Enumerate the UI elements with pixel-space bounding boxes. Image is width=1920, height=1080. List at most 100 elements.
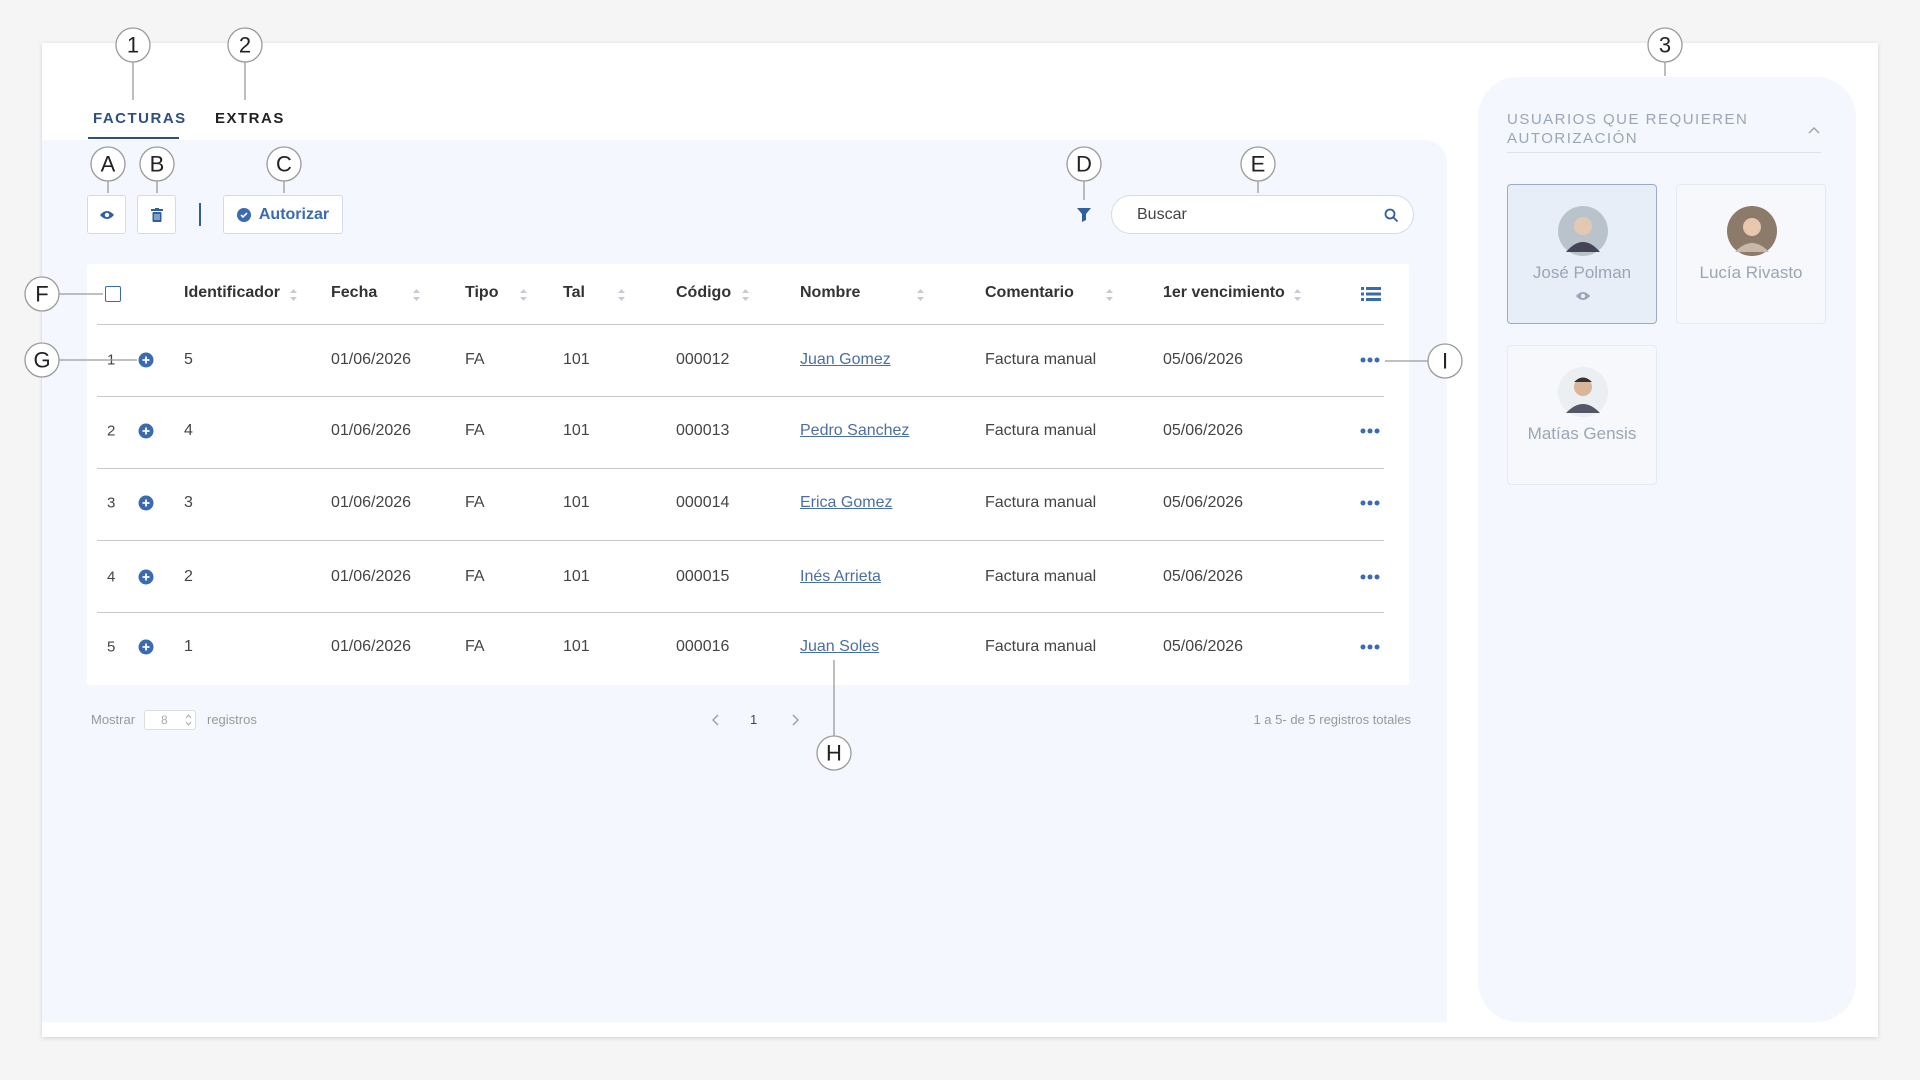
sort-icon[interactable] bbox=[1105, 288, 1114, 302]
cell: 3 bbox=[184, 494, 193, 511]
cell: 101 bbox=[563, 422, 590, 439]
row-menu-button[interactable] bbox=[1360, 428, 1380, 434]
row-rule bbox=[97, 612, 1384, 613]
user-card[interactable]: Matías Gensis bbox=[1507, 345, 1657, 485]
current-page[interactable]: 1 bbox=[750, 712, 758, 727]
select-all-checkbox[interactable] bbox=[105, 286, 121, 302]
row-menu-button[interactable] bbox=[1360, 644, 1380, 650]
cell: 01/06/2026 bbox=[331, 494, 412, 511]
user-name: Matías Gensis bbox=[1527, 424, 1637, 443]
cell: 01/06/2026 bbox=[331, 351, 412, 368]
filter-button[interactable] bbox=[1076, 206, 1092, 223]
column-header[interactable]: Nombre bbox=[800, 284, 861, 301]
records-summary: 1 a 5- de 5 registros totales bbox=[1253, 712, 1411, 727]
cell: Factura manual bbox=[985, 638, 1097, 655]
collapse-button[interactable] bbox=[1808, 126, 1820, 134]
check-icon bbox=[236, 207, 251, 222]
row-number: 4 bbox=[107, 568, 116, 586]
cell: 101 bbox=[563, 494, 590, 511]
user-card[interactable]: Lucía Rivasto bbox=[1676, 184, 1826, 324]
column-header[interactable]: Tal bbox=[563, 284, 585, 301]
tab-underline bbox=[88, 137, 179, 139]
cell: 05/06/2026 bbox=[1163, 422, 1244, 439]
cell: 000015 bbox=[676, 568, 730, 585]
cell: Factura manual bbox=[985, 422, 1097, 439]
eye-icon bbox=[1576, 292, 1590, 300]
row-rule bbox=[97, 540, 1384, 541]
header-rule bbox=[97, 324, 1384, 325]
name-link[interactable]: Erica Gomez bbox=[800, 494, 893, 511]
sort-icon[interactable] bbox=[741, 288, 750, 302]
name-link[interactable]: Juan Soles bbox=[800, 638, 880, 655]
sort-icon[interactable] bbox=[289, 288, 298, 302]
sort-icon[interactable] bbox=[617, 288, 626, 302]
expand-button[interactable] bbox=[138, 569, 154, 585]
column-list-button[interactable] bbox=[1361, 286, 1381, 302]
cell: 1 bbox=[184, 638, 193, 655]
cell: FA bbox=[465, 638, 485, 655]
name-link[interactable]: Juan Gomez bbox=[800, 351, 891, 368]
next-page-button[interactable] bbox=[791, 714, 799, 726]
cell: 4 bbox=[184, 422, 193, 439]
cell: 05/06/2026 bbox=[1163, 638, 1244, 655]
column-header[interactable]: Tipo bbox=[465, 284, 499, 301]
expand-button[interactable] bbox=[138, 639, 154, 655]
table-card bbox=[87, 264, 1409, 685]
row-number: 3 bbox=[107, 494, 116, 512]
view-button[interactable] bbox=[87, 195, 126, 234]
delete-button[interactable] bbox=[137, 195, 176, 234]
authorize-button[interactable]: Autorizar bbox=[223, 195, 343, 234]
show-label: Mostrar bbox=[91, 712, 136, 727]
column-header[interactable]: Fecha bbox=[331, 284, 378, 301]
row-menu-button[interactable] bbox=[1360, 357, 1380, 363]
column-header[interactable]: 1er vencimiento bbox=[1163, 284, 1285, 301]
cell: FA bbox=[465, 568, 485, 585]
sidebar-divider bbox=[1507, 152, 1821, 153]
trash-icon bbox=[150, 207, 163, 222]
user-card[interactable]: José Polman bbox=[1507, 184, 1657, 324]
row-rule bbox=[97, 468, 1384, 469]
eye-icon bbox=[99, 210, 114, 219]
tab[interactable]: FACTURAS bbox=[93, 110, 187, 127]
sort-icon[interactable] bbox=[519, 288, 528, 302]
sort-icon[interactable] bbox=[412, 288, 421, 302]
expand-button[interactable] bbox=[138, 423, 154, 439]
avatar bbox=[1558, 206, 1608, 256]
cell: 05/06/2026 bbox=[1163, 568, 1244, 585]
expand-button[interactable] bbox=[138, 495, 154, 511]
cell: 05/06/2026 bbox=[1163, 351, 1244, 368]
cell: 000013 bbox=[676, 422, 730, 439]
cell: Factura manual bbox=[985, 351, 1097, 368]
page-size-select[interactable]: 8 bbox=[144, 710, 196, 730]
cell: 000016 bbox=[676, 638, 730, 655]
sort-icon[interactable] bbox=[1293, 288, 1302, 302]
search-icon bbox=[1384, 208, 1399, 223]
search-box[interactable]: Buscar bbox=[1111, 195, 1414, 234]
expand-button[interactable] bbox=[138, 352, 154, 368]
tab[interactable]: EXTRAS bbox=[215, 110, 285, 127]
column-header[interactable]: Identificador bbox=[184, 284, 281, 301]
row-menu-button[interactable] bbox=[1360, 500, 1380, 506]
cell: 5 bbox=[184, 351, 193, 368]
cell: 000012 bbox=[676, 351, 730, 368]
cell: 101 bbox=[563, 568, 590, 585]
name-link[interactable]: Inés Arrieta bbox=[800, 568, 881, 585]
column-header[interactable]: Código bbox=[676, 284, 732, 301]
authorize-label: Autorizar bbox=[258, 205, 330, 223]
spinner-icon bbox=[185, 714, 192, 726]
cell: FA bbox=[465, 422, 485, 439]
cell: 01/06/2026 bbox=[331, 568, 412, 585]
records-label: registros bbox=[207, 712, 257, 727]
search-placeholder: Buscar bbox=[1137, 206, 1187, 223]
cell: Factura manual bbox=[985, 494, 1097, 511]
name-link[interactable]: Pedro Sanchez bbox=[800, 422, 910, 439]
row-rule bbox=[97, 396, 1384, 397]
row-menu-button[interactable] bbox=[1360, 574, 1380, 580]
cell: 01/06/2026 bbox=[331, 422, 412, 439]
column-header[interactable]: Comentario bbox=[985, 284, 1074, 301]
sort-icon[interactable] bbox=[916, 288, 925, 302]
cell: 05/06/2026 bbox=[1163, 494, 1244, 511]
separator bbox=[199, 203, 201, 226]
prev-page-button[interactable] bbox=[712, 714, 720, 726]
